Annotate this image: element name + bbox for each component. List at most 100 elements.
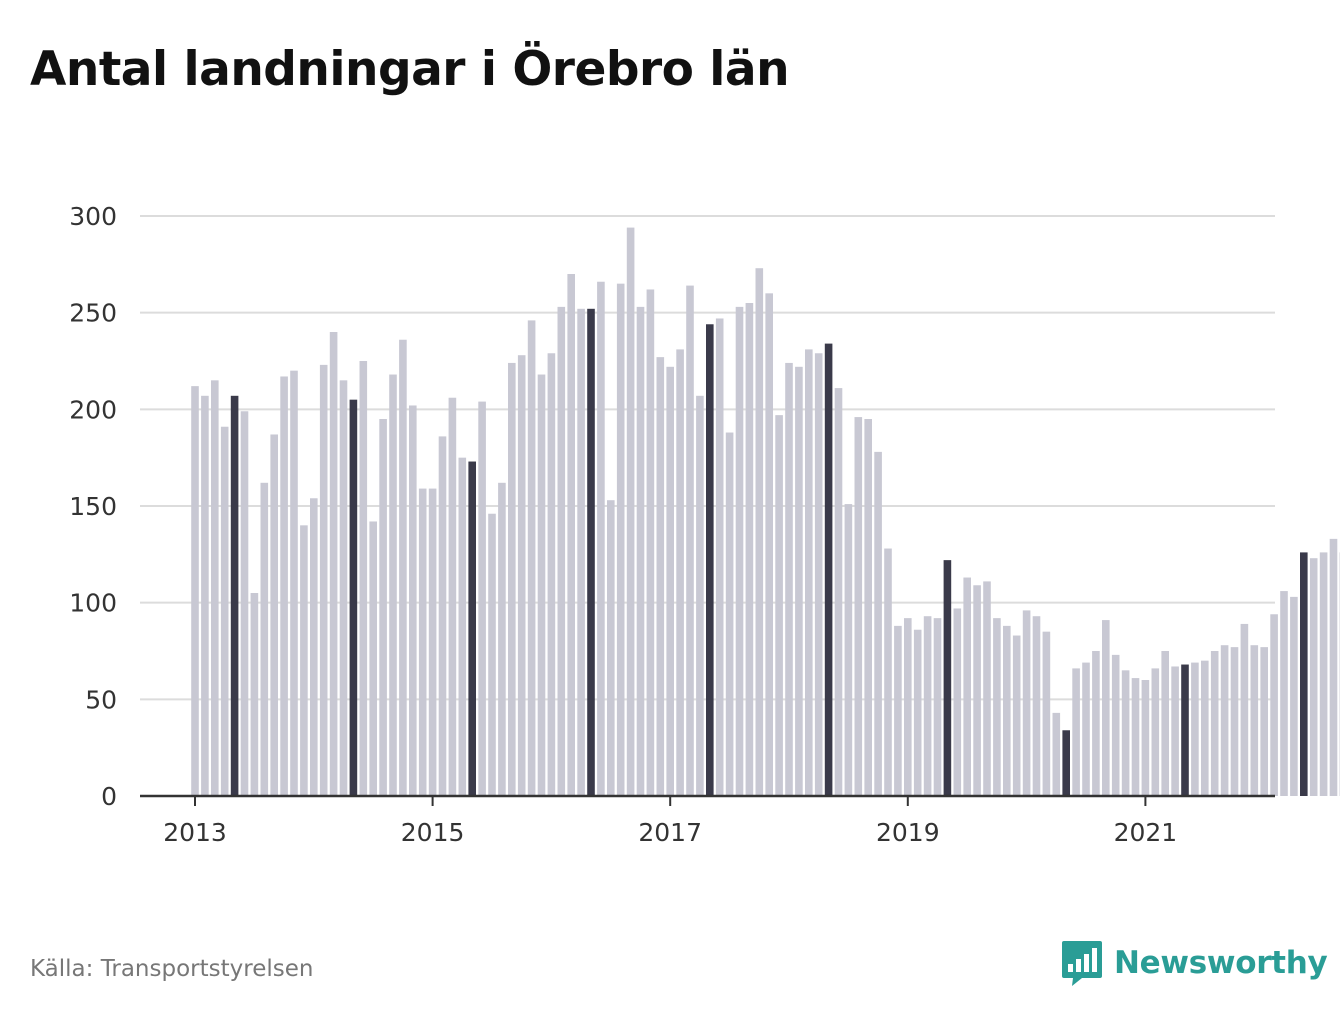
bar	[597, 281, 605, 797]
y-tick-label: 100	[69, 589, 117, 618]
bar	[369, 521, 377, 796]
bar	[379, 419, 387, 796]
bar	[636, 306, 645, 796]
bar	[824, 343, 833, 796]
bar	[409, 405, 417, 796]
bar	[1102, 620, 1110, 796]
bar	[884, 548, 892, 796]
bar	[1280, 591, 1288, 796]
bar	[230, 395, 239, 796]
bars	[191, 227, 1340, 797]
bar	[993, 618, 1001, 796]
bar	[973, 585, 981, 796]
bar	[854, 417, 863, 796]
bar	[418, 488, 427, 796]
newsworthy-logo[interactable]: Newsworthy	[1060, 938, 1328, 988]
bar	[359, 361, 368, 796]
bar	[1042, 631, 1051, 796]
bar	[399, 339, 407, 796]
bar	[517, 355, 526, 796]
bar	[834, 388, 843, 796]
bar	[211, 380, 219, 796]
y-tick-label: 250	[69, 299, 117, 328]
bar	[250, 593, 259, 796]
bar	[1250, 645, 1259, 796]
bar	[468, 461, 476, 796]
bar	[557, 306, 566, 796]
bar	[1072, 668, 1080, 796]
bar	[240, 411, 249, 796]
bar	[725, 432, 734, 796]
bar	[1220, 645, 1229, 796]
bar	[458, 457, 467, 796]
bar	[963, 577, 971, 796]
bar	[1003, 625, 1011, 796]
bar	[567, 274, 575, 796]
bar	[1201, 660, 1209, 796]
bar	[894, 625, 902, 796]
bar	[686, 285, 694, 796]
bar	[1111, 654, 1120, 796]
bar	[844, 504, 853, 796]
bar	[577, 308, 585, 796]
bar	[953, 608, 962, 796]
bar	[715, 318, 724, 796]
bar	[1181, 664, 1189, 796]
bar	[310, 498, 318, 796]
bar	[319, 364, 328, 796]
bar	[508, 362, 516, 796]
bar	[201, 395, 209, 796]
bar	[785, 362, 793, 796]
bar	[300, 525, 308, 796]
bar	[656, 357, 665, 796]
bar	[547, 353, 556, 796]
bar	[498, 482, 506, 796]
bar	[1319, 552, 1328, 796]
source-note: Källa: Transportstyrelsen	[30, 956, 314, 982]
bar	[1290, 596, 1298, 796]
bar	[1151, 668, 1160, 796]
bar	[1210, 651, 1219, 796]
bar	[706, 324, 714, 796]
bar	[1032, 616, 1041, 796]
bar	[1022, 610, 1031, 796]
x-axis-ticks: 201320152017201920212023	[163, 796, 1177, 847]
bar	[864, 419, 872, 796]
y-tick-label: 150	[69, 492, 117, 521]
bar	[1309, 558, 1318, 796]
chart-title: Antal landningar i Örebro län	[30, 42, 790, 97]
bar	[646, 289, 655, 796]
bar	[270, 434, 278, 796]
y-tick-label: 200	[69, 395, 117, 424]
bar	[1052, 712, 1061, 796]
bar	[290, 370, 298, 796]
bar	[933, 618, 942, 796]
bar	[280, 376, 288, 796]
newsworthy-logo-icon	[1062, 941, 1102, 986]
bar	[775, 415, 783, 796]
bar	[904, 618, 912, 796]
y-tick-label: 0	[101, 782, 117, 811]
brand-name: Newsworthy	[1114, 945, 1328, 981]
bar	[1329, 538, 1338, 796]
bar	[607, 500, 615, 796]
bar	[438, 436, 447, 796]
bar	[1131, 678, 1140, 796]
bar	[537, 374, 546, 796]
bar	[745, 303, 754, 796]
bar	[805, 349, 813, 796]
bar	[913, 629, 922, 796]
bar	[1230, 647, 1239, 796]
bar	[814, 353, 823, 796]
bar	[1270, 614, 1278, 796]
bar	[349, 399, 358, 796]
bar	[983, 581, 991, 796]
y-tick-label: 50	[85, 685, 117, 714]
bar	[923, 616, 932, 796]
bar	[527, 320, 536, 796]
bar	[1082, 662, 1090, 796]
bar	[1012, 635, 1021, 796]
bar	[1161, 651, 1169, 796]
bar	[339, 380, 348, 796]
bar	[389, 374, 397, 796]
